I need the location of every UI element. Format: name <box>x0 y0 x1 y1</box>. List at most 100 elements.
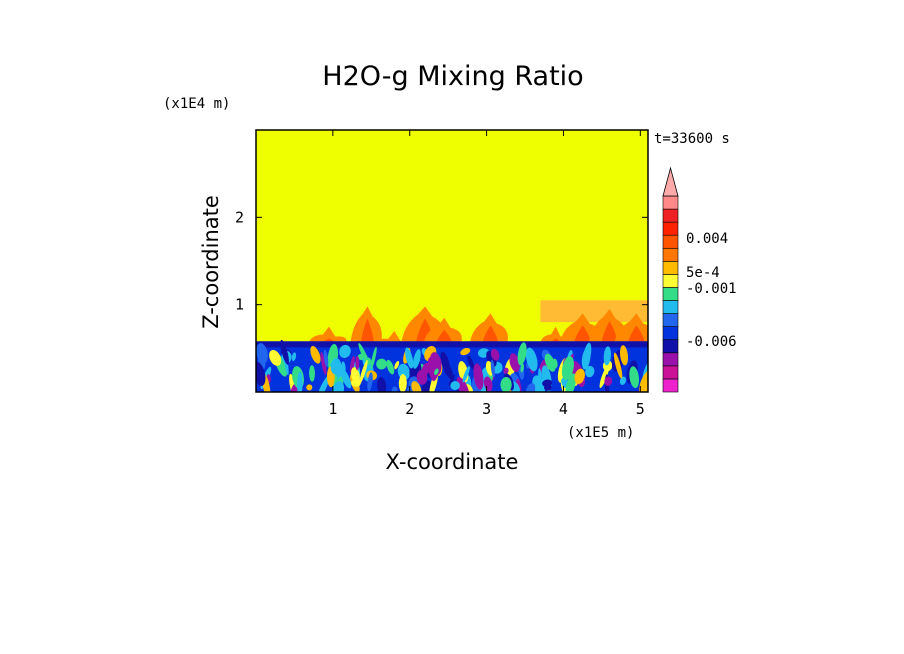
colorbar-segment <box>662 352 679 367</box>
colorbar-label: 5e-4 <box>686 265 720 281</box>
colorbar-segment <box>662 326 679 341</box>
boundary-layer-eddy <box>280 339 289 365</box>
boundary-layer-eddy <box>460 347 471 356</box>
colorbar-extend-arrow <box>662 166 679 197</box>
boundary-layer-eddy <box>355 356 360 371</box>
boundary-layer-eddy <box>604 376 613 386</box>
x-tick-label: 5 <box>636 400 645 418</box>
time-label: t=33600 s <box>654 131 730 147</box>
boundary-layer-eddy <box>542 379 553 387</box>
colorbar-segment <box>662 208 679 223</box>
boundary-layer-top <box>256 341 648 348</box>
boundary-layer-eddy <box>639 370 648 392</box>
colorbar-segment <box>662 261 679 275</box>
plume <box>308 326 347 344</box>
boundary-layer-eddy <box>574 368 585 385</box>
boundary-layer-eddy <box>411 381 422 392</box>
boundary-layer-eddy <box>525 347 538 372</box>
boundary-layer-eddy <box>370 346 377 370</box>
boundary-layer-eddy <box>256 343 268 364</box>
boundary-layer-eddy <box>431 357 442 376</box>
boundary-layer-eddy <box>398 374 407 392</box>
plot-frame <box>255 129 649 393</box>
boundary-layer-eddy <box>539 359 547 373</box>
boundary-layer-eddy <box>331 381 345 392</box>
boundary-layer-eddy <box>291 352 297 361</box>
boundary-layer-eddy <box>309 365 315 382</box>
colorbar-segment <box>662 234 679 249</box>
colorbar-segment <box>662 378 679 393</box>
boundary-layer-eddy <box>376 358 387 370</box>
boundary-layer-eddy <box>538 368 542 389</box>
x-tick-label: 3 <box>482 400 491 418</box>
boundary-layer-eddy <box>440 351 450 372</box>
x-tick-label: 2 <box>405 400 414 418</box>
colorbar-segment <box>662 300 679 314</box>
boundary-layer-eddy <box>450 381 460 391</box>
boundary-layer-eddy <box>359 359 368 385</box>
x-scale-label: (x1E5 m) <box>567 425 634 441</box>
anvil-layer <box>540 300 648 323</box>
boundary-layer-eddy <box>490 348 500 361</box>
boundary-layer-eddy <box>500 376 512 392</box>
y-tick-label: 1 <box>235 296 244 314</box>
plume-core <box>482 325 499 344</box>
y-scale-label: (x1E4 m) <box>163 96 230 112</box>
boundary-layer-eddy <box>339 344 351 358</box>
boundary-layer-eddy <box>405 347 414 369</box>
x-axis-label: X-coordinate <box>386 450 519 474</box>
boundary-layer-eddy <box>467 355 475 370</box>
colorbar-segment <box>662 313 679 327</box>
colorbar-label: -0.006 <box>686 334 737 350</box>
boundary-layer-eddy <box>323 349 329 368</box>
boundary-layer-eddy <box>412 349 421 369</box>
boundary-layer-eddy <box>544 353 556 372</box>
y-tick-label: 2 <box>235 208 244 226</box>
boundary-layer-eddy <box>603 346 611 366</box>
plume-core <box>601 321 618 344</box>
boundary-layer-eddy <box>306 384 313 391</box>
boundary-layer-eddy <box>269 349 282 366</box>
boundary-layer-eddy <box>483 376 493 392</box>
boundary-layer-eddy <box>351 367 360 384</box>
boundary-layer-eddy <box>358 343 370 366</box>
boundary-layer-eddy <box>532 375 546 392</box>
boundary-layer-eddy <box>349 355 355 374</box>
boundary-layer-eddy <box>517 342 527 366</box>
boundary-layer-eddy <box>330 358 342 375</box>
boundary-layer-eddy <box>340 367 352 389</box>
colorbar-segment <box>662 287 679 301</box>
colorbar-label: -0.001 <box>686 281 737 297</box>
boundary-layer-eddy <box>434 368 439 375</box>
boundary-layer-eddy <box>585 365 595 378</box>
boundary-layer-eddy <box>456 376 470 392</box>
colorbar-segment <box>662 339 679 354</box>
boundary-layer-eddy <box>565 373 577 392</box>
colorbar-segment <box>662 221 679 236</box>
chart-title: H2O-g Mixing Ratio <box>322 61 583 92</box>
boundary-layer-eddy <box>448 374 455 387</box>
boundary-layer-eddy <box>509 353 520 372</box>
x-tick-label: 1 <box>328 400 337 418</box>
boundary-layer-eddy <box>310 346 321 364</box>
x-tick-label: 4 <box>559 400 568 418</box>
plume-core <box>435 329 453 344</box>
boundary-layer-eddy <box>462 366 470 383</box>
y-axis-label: Z-coordinate <box>199 195 223 329</box>
colorbar-label: 0.004 <box>686 231 728 247</box>
boundary-layer-eddy <box>317 375 330 392</box>
boundary-layer-eddy <box>377 377 387 392</box>
plume-core <box>360 318 375 344</box>
boundary-layer-eddy <box>367 372 373 392</box>
boundary-layer-eddy <box>561 356 574 381</box>
boundary-layer-eddy <box>394 360 400 370</box>
boundary-layer-eddy <box>503 367 509 375</box>
boundary-layer-eddy <box>619 345 629 366</box>
boundary-layer-eddy <box>613 352 623 379</box>
boundary-layer-eddy <box>629 366 640 389</box>
colorbar-segment <box>662 195 679 210</box>
plume <box>423 317 462 344</box>
plume-core <box>573 325 592 344</box>
colorbar-segment <box>662 247 679 262</box>
